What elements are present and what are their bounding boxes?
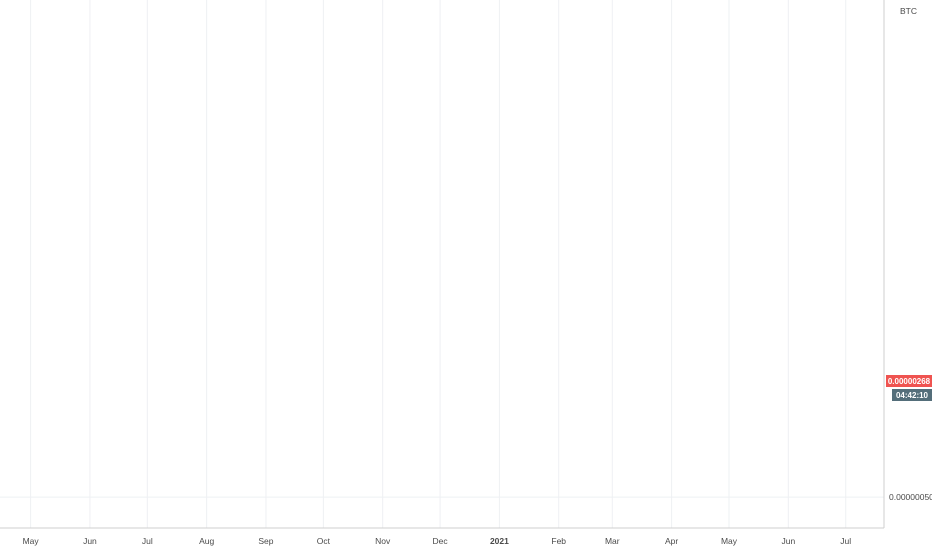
- time-tick-label: Jul: [840, 536, 851, 546]
- time-tick-label: Nov: [375, 536, 391, 546]
- current-price-tag: [886, 375, 932, 387]
- time-tick-label: 2021: [490, 536, 509, 546]
- time-tick-label: Jun: [781, 536, 795, 546]
- price-axis[interactable]: BTC 0.000008000.000007500.000007000.0000…: [883, 0, 932, 528]
- countdown-tag-text: 04:42:10: [896, 391, 929, 400]
- time-tick-label: Jul: [142, 536, 153, 546]
- time-tick-label: May: [721, 536, 738, 546]
- currency-label: BTC: [900, 6, 917, 16]
- price-tags: 0.00000268 04:42:10: [886, 375, 932, 401]
- grid: [0, 0, 884, 528]
- time-tick-label: Jun: [83, 536, 97, 546]
- time-tick-label: Aug: [199, 536, 214, 546]
- time-tick-label: Mar: [605, 536, 620, 546]
- current-price-tag-text: 0.00000268: [888, 377, 931, 386]
- time-tick-label: Apr: [665, 536, 678, 546]
- time-tick-label: Oct: [317, 536, 331, 546]
- time-tick-label: Sep: [258, 536, 273, 546]
- time-axis[interactable]: May Jun Jul Aug Sep Oct Nov Dec 2021 Feb Mar Apr May…: [0, 527, 884, 546]
- time-tick-label: Feb: [551, 536, 566, 546]
- time-tick-label: May: [23, 536, 40, 546]
- price-tick-label: 0.00000050: [889, 492, 932, 502]
- countdown-tag: [892, 389, 932, 401]
- time-tick-label: Dec: [433, 536, 449, 546]
